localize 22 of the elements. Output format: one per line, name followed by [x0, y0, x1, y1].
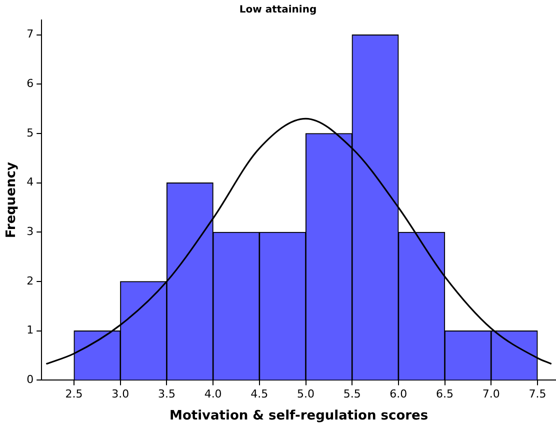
x-tick-label: 7.0 — [482, 388, 500, 401]
y-tick-label: 5 — [26, 126, 34, 140]
y-tick-label: 0 — [26, 373, 34, 386]
x-tick-label: 7.5 — [528, 388, 546, 401]
x-tick-label: 3.0 — [112, 388, 130, 401]
x-tick-label: 4.0 — [204, 388, 222, 401]
x-tick-label: 6.0 — [390, 388, 408, 401]
x-tick-label: 3.5 — [158, 388, 176, 401]
y-tick-label: 4 — [26, 176, 34, 189]
x-tick-label: 5.5 — [343, 388, 361, 401]
y-axis-title: Frequency — [4, 162, 20, 238]
x-tick-label: 6.5 — [436, 388, 454, 401]
x-tick-label: 4.5 — [250, 388, 268, 401]
y-tick-label: 1 — [26, 324, 34, 337]
x-tick-label: 2.5 — [65, 388, 83, 401]
x-axis-title: Motivation & self-regulation scores — [169, 408, 428, 424]
y-tick-label: 6 — [26, 77, 34, 90]
chart-title: Low attaining — [239, 4, 317, 16]
y-tick-label: 3 — [26, 225, 34, 238]
y-tick-label: 2 — [26, 274, 34, 288]
y-tick-label: 7 — [26, 28, 34, 41]
x-tick-label: 5.0 — [297, 388, 314, 401]
